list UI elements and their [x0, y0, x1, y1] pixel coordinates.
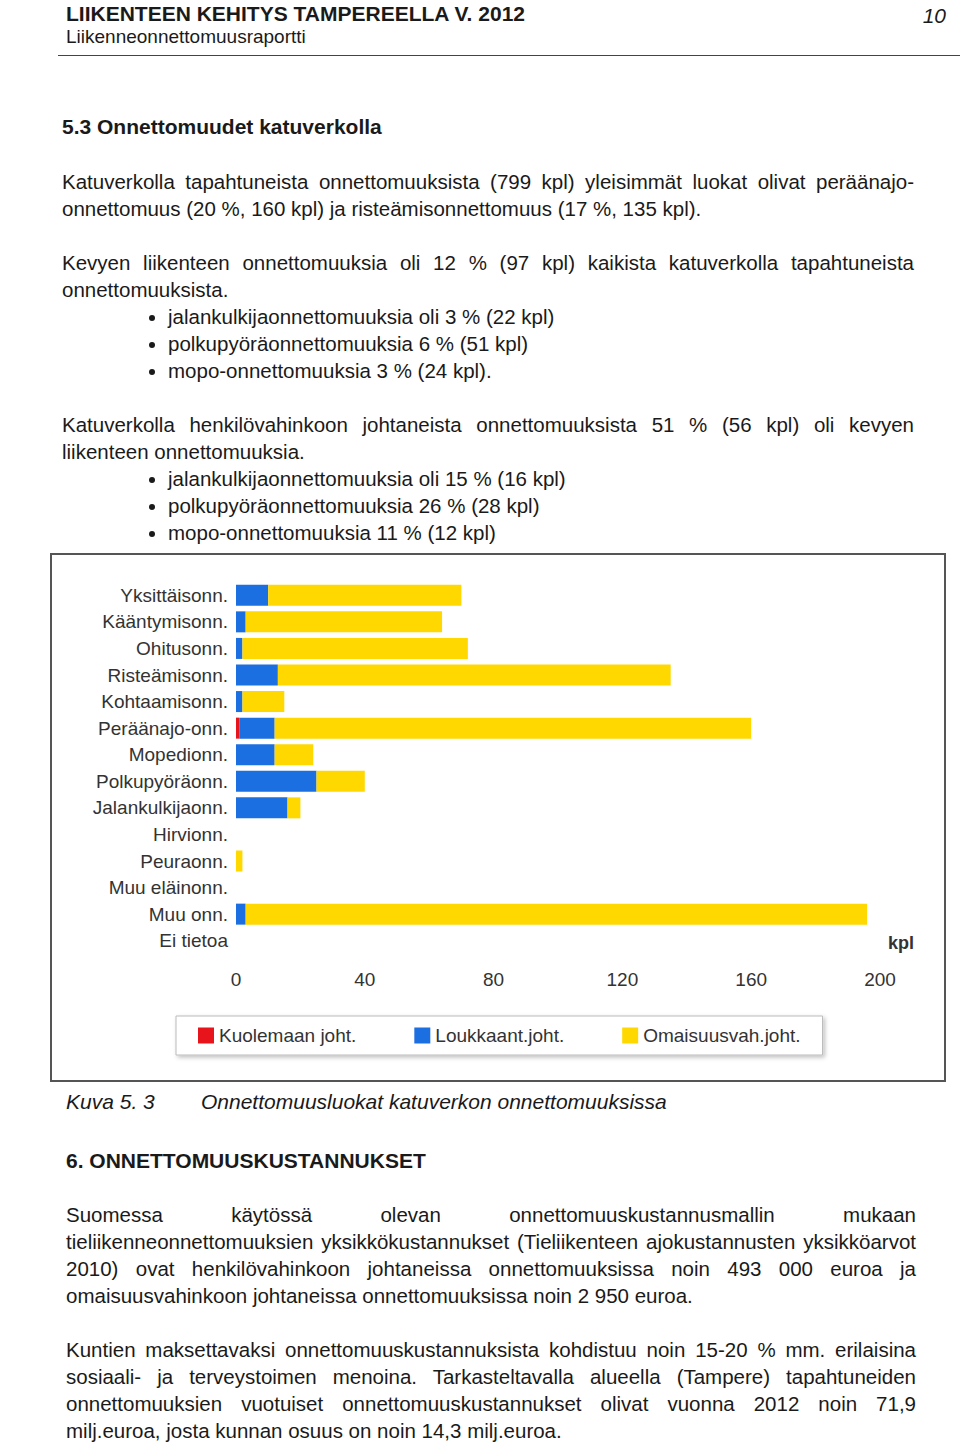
- svg-text:Kuolemaan joht.: Kuolemaan joht.: [219, 1025, 356, 1046]
- html-text:Suomessa käytössä olevan onnet: Suomessa käytössä olevan onnettomuuskust…: [66, 1203, 916, 1307]
- svg-text:40: 40: [354, 969, 375, 990]
- html-text:10: 10: [922, 4, 946, 27]
- svg-text:Peuraonn.: Peuraonn.: [140, 851, 228, 872]
- html-text:polkupyöräonnettomuuksia 6 % (: polkupyöräonnettomuuksia 6 % (51 kpl): [168, 332, 529, 355]
- svg-text:Loukkaant.joht.: Loukkaant.joht.: [435, 1025, 564, 1046]
- svg-text:0: 0: [231, 969, 242, 990]
- svg-text:Ei tietoa: Ei tietoa: [159, 930, 228, 951]
- html-text:Kuva 5. 3: Kuva 5. 3: [66, 1090, 155, 1113]
- html-text:mopo-onnettomuuksia 3 % (24 kp: mopo-onnettomuuksia 3 % (24 kpl).: [168, 359, 492, 382]
- svg-text:Omaisuusvah.joht.: Omaisuusvah.joht.: [643, 1025, 800, 1046]
- svg-text:Jalankulkijaonn.: Jalankulkijaonn.: [93, 797, 228, 818]
- html-text:LIIKENTEEN KEHITYS TAMPEREELLA: LIIKENTEEN KEHITYS TAMPEREELLA V. 2012: [66, 2, 525, 25]
- svg-text:Hirvionn.: Hirvionn.: [153, 824, 228, 845]
- svg-text:Risteämisonn.: Risteämisonn.: [108, 665, 228, 686]
- html-text:6. ONNETTOMUUSKUSTANNUKSET: 6. ONNETTOMUUSKUSTANNUKSET: [66, 1149, 426, 1172]
- html-text:5.3 Onnettomuudet katuverkolla: 5.3 Onnettomuudet katuverkolla: [62, 115, 382, 138]
- svg-text:Ohitusonn.: Ohitusonn.: [136, 638, 228, 659]
- svg-text:80: 80: [483, 969, 504, 990]
- svg-text:Peräänajo-onn.: Peräänajo-onn.: [98, 718, 228, 739]
- html-text:Onnettomuusluokat katuverkon o: Onnettomuusluokat katuverkon onnettomuuk…: [201, 1090, 667, 1113]
- svg-text:120: 120: [607, 969, 639, 990]
- svg-text:200: 200: [864, 969, 896, 990]
- svg-text:Mopedionn.: Mopedionn.: [129, 744, 228, 765]
- html-text:Katuverkolla tapahtuneista onn: Katuverkolla tapahtuneista onnettomuuksi…: [62, 170, 914, 220]
- html-text:Kuntien maksettavaksi onnettom: Kuntien maksettavaksi onnettomuuskustann…: [66, 1338, 916, 1442]
- svg-text:160: 160: [735, 969, 767, 990]
- html-text:polkupyöräonnettomuuksia 26 %: polkupyöräonnettomuuksia 26 % (28 kpl): [168, 494, 540, 517]
- html-text:mopo-onnettomuuksia 11 % (12 k: mopo-onnettomuuksia 11 % (12 kpl): [168, 521, 496, 544]
- html-text:jalankulkijaonnettomuuksia oli: jalankulkijaonnettomuuksia oli 15 % (16 …: [168, 467, 566, 490]
- svg-text:Polkupyöräonn.: Polkupyöräonn.: [96, 771, 228, 792]
- html-text:jalankulkijaonnettomuuksia oli: jalankulkijaonnettomuuksia oli 3 % (22 k…: [168, 305, 555, 328]
- html-text:Katuverkolla henkilövahinkoon: Katuverkolla henkilövahinkoon johtaneist…: [62, 413, 914, 463]
- svg-text:Yksittäisonn.: Yksittäisonn.: [120, 585, 228, 606]
- svg-text:Kohtaamisonn.: Kohtaamisonn.: [101, 691, 228, 712]
- svg-text:kpl: kpl: [888, 933, 914, 953]
- svg-text:Kääntymisonn.: Kääntymisonn.: [102, 611, 228, 632]
- html-text:Liikenneonnettomuusraportti: Liikenneonnettomuusraportti: [66, 26, 306, 47]
- svg-text:Muu onn.: Muu onn.: [149, 904, 228, 925]
- html-text:Kevyen liikenteen onnettomuuks: Kevyen liikenteen onnettomuuksia oli 12 …: [62, 251, 914, 301]
- svg-text:Muu eläinonn.: Muu eläinonn.: [109, 877, 228, 898]
